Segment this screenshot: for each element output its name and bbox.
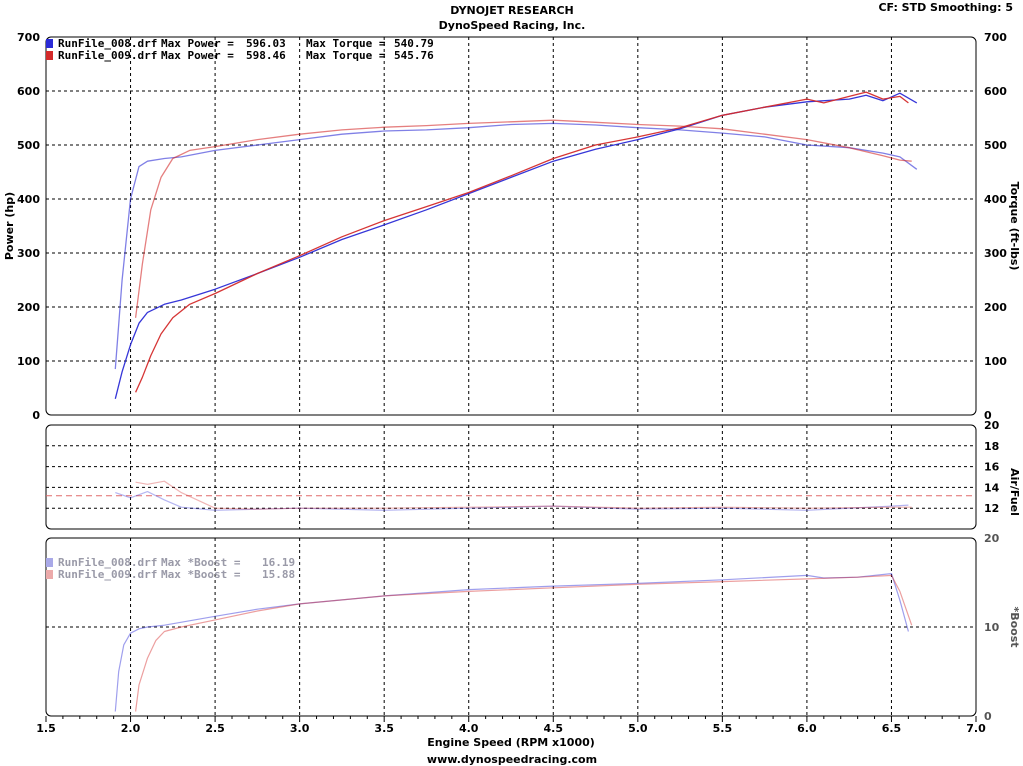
legend-run-009-max-power: 598.46 [246,49,286,62]
x-tick-label: 6.5 [882,722,902,735]
y-tick-label-power: 400 [17,193,40,206]
y-tick-label-torque: 100 [984,355,1007,368]
y-tick-label-air-fuel: 20 [984,419,1000,432]
legend-power-torque: RunFile_008.drf Max Power = 596.03 Max T… [46,37,434,62]
y-tick-label-torque: 0 [984,409,992,422]
boost-legend-run-008-value: 16.19 [262,556,295,569]
legend-swatch-run-008 [46,39,53,48]
legend-run-008-max-power: 596.03 [246,37,286,50]
x-tick-label: 6.0 [797,722,817,735]
y-tick-label-power: 100 [17,355,40,368]
y-tick-label-air-fuel: 16 [984,461,1000,474]
y-tick-label-torque: 700 [984,31,1007,44]
x-tick-label: 2.0 [121,722,141,735]
legend-run-008-name: RunFile_008.drf [58,37,157,50]
air-fuel-line-run-008 [115,491,909,511]
x-tick-label: 1.5 [36,722,56,735]
chart-subtitle: DynoSpeed Racing, Inc. [439,19,586,32]
y-tick-label-boost: 20 [984,532,1000,545]
y-axis-label-power: Power (hp) [3,192,16,260]
axis-ticks: 1.5 2.0 2.5 3.0 3.5 4.0 4.5 5.0 5.5 6.0 6.5 7.00 010… [17,31,1007,735]
boost-legend-run-008-label: Max *Boost = [161,556,241,569]
y-tick-label-torque: 200 [984,301,1007,314]
x-tick-label: 3.0 [290,722,310,735]
boost-legend-run-008-name: RunFile_008.drf [58,556,157,569]
boost-line-run-008 [114,572,909,712]
legend-run-008-max-torque: 540.79 [394,37,434,50]
x-tick-label: 3.5 [374,722,394,735]
website-footer: www.dynospeedracing.com [427,753,597,766]
boost-line-run-009 [135,574,913,712]
boost-legend-run-009-value: 15.88 [262,568,295,581]
y-tick-label-boost: 10 [984,621,1000,634]
y-tick-label-boost: 0 [984,710,992,723]
x-tick-label: 2.5 [205,722,225,735]
y-tick-label-air-fuel: 14 [984,481,1000,494]
y-tick-label-power: 0 [32,409,40,422]
boost-legend-swatch-run-009 [46,570,53,579]
torque-line-run-009 [134,119,912,318]
x-tick-label: 5.5 [713,722,733,735]
y-tick-label-torque: 600 [984,85,1007,98]
y-tick-label-air-fuel: 18 [984,440,999,453]
legend-run-008-torque-label: Max Torque = [306,37,386,50]
legend-run-008-power-label: Max Power = [161,37,234,50]
y-axis-label-torque: Torque (ft-lbs) [1008,182,1021,271]
y-tick-label-power: 300 [17,247,40,260]
x-tick-label: 4.5 [544,722,564,735]
series-lines [114,91,918,712]
boost-legend-run-009-label: Max *Boost = [161,568,241,581]
grid-lines [46,37,976,716]
x-tick-label: 4.0 [459,722,479,735]
chart-title: DYNOJET RESEARCH [450,4,573,17]
power-line-run-009 [135,91,909,393]
power-torque-panel [45,36,977,416]
y-axis-label-air-fuel: Air/Fuel [1008,468,1021,516]
x-axis-label: Engine Speed (RPM x1000) [427,736,595,749]
legend-run-009-name: RunFile_009.drf [58,49,157,62]
legend-run-009-torque-label: Max Torque = [306,49,386,62]
legend-run-009-max-torque: 545.76 [394,49,434,62]
y-tick-label-torque: 400 [984,193,1007,206]
torque-line-run-008 [114,122,918,370]
y-tick-label-power: 600 [17,85,40,98]
y-tick-label-air-fuel: 12 [984,502,999,515]
y-tick-label-power: 700 [17,31,40,44]
power-line-run-008 [114,92,918,399]
air-fuel-line-run-009 [135,480,912,510]
y-axis-label-boost: *Boost [1008,606,1021,647]
x-tick-label: 7.0 [966,722,986,735]
x-tick-label: 5.0 [628,722,648,735]
legend-boost: RunFile_008.drf Max *Boost = 16.19 RunFi… [46,556,295,581]
y-tick-label-torque: 300 [984,247,1007,260]
boost-legend-run-009-name: RunFile_009.drf [58,568,157,581]
y-tick-label-torque: 500 [984,139,1007,152]
correction-settings: CF: STD Smoothing: 5 [878,1,1013,14]
legend-swatch-run-009 [46,51,53,60]
air-fuel-panel [45,424,977,530]
y-tick-label-power: 200 [17,301,40,314]
legend-run-009-power-label: Max Power = [161,49,234,62]
y-tick-label-power: 500 [17,139,40,152]
boost-legend-swatch-run-008 [46,558,53,567]
